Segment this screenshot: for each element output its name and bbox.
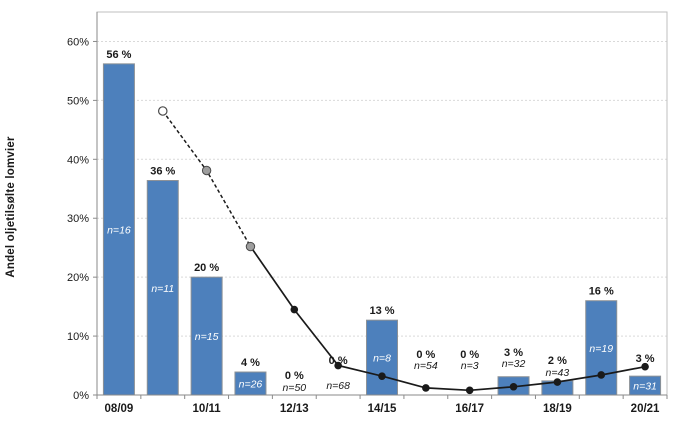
marker-black-circle	[509, 382, 518, 391]
y-axis-tick-label: 20%	[67, 272, 89, 284]
bar-value-label: 4 %	[241, 357, 260, 369]
y-axis-tick-label: 60%	[67, 36, 89, 48]
bar-n-label: n=19	[589, 343, 613, 355]
trend-line-solid	[249, 246, 646, 392]
bar-n-label: n=43	[546, 367, 570, 379]
marker-black-circle	[465, 386, 474, 395]
bar-value-label: 0 %	[416, 349, 435, 361]
bar-value-label: 16 %	[589, 286, 614, 298]
bar-value-label: 56 %	[106, 49, 131, 61]
bar-value-label: 20 %	[194, 262, 219, 274]
x-axis-tick-label: 14/15	[368, 403, 397, 415]
bar-value-label: 2 %	[548, 355, 567, 367]
y-axis-title: Andel oljetilsølte lomvier	[5, 136, 17, 278]
bar-10-11	[190, 276, 223, 396]
x-axis-tick-label: 10/11	[193, 403, 222, 415]
bar-value-label: 3 %	[636, 353, 655, 365]
marker-black-circle	[597, 371, 606, 379]
bar-n-label: n=8	[373, 353, 391, 365]
marker-black-circle	[553, 378, 562, 386]
bar-n-label: n=32	[502, 358, 526, 370]
bar-19-20	[585, 300, 618, 396]
x-axis-tick-label: 12/13	[280, 403, 309, 415]
bar-n-label: n=26	[239, 379, 263, 391]
bar-09-10	[146, 180, 179, 396]
x-axis-tick-label: 16/17	[455, 403, 484, 415]
bar-n-label: n=54	[414, 360, 438, 372]
y-axis-tick-label: 10%	[67, 331, 89, 343]
y-axis-tick-label: 30%	[67, 213, 89, 225]
y-axis-tick-label: 50%	[67, 95, 89, 107]
bar-n-label: n=15	[195, 331, 219, 343]
bar-n-label: n=3	[461, 360, 479, 372]
bar-n-label: n=31	[633, 381, 657, 393]
marker-black-circle	[290, 305, 299, 314]
bar-n-label: n=16	[107, 224, 131, 236]
x-axis-tick-label: 20/21	[631, 403, 660, 415]
x-axis-tick-label: 18/19	[543, 403, 572, 415]
bar-value-label: 36 %	[150, 166, 175, 178]
bar-n-label: n=68	[326, 380, 350, 392]
marker-black-circle	[334, 361, 342, 370]
bar-n-label: n=11	[151, 283, 174, 295]
marker-gray-circle	[201, 165, 212, 176]
marker-black-circle	[422, 384, 430, 392]
marker-open-circle	[157, 106, 168, 116]
marker-black-circle	[378, 372, 386, 380]
y-axis-tick-label: 40%	[67, 154, 89, 166]
marker-gray-circle	[245, 241, 256, 252]
bar-value-label: 0 %	[460, 349, 479, 361]
bar-value-label: 0 %	[329, 355, 348, 367]
bar-value-label: 13 %	[369, 305, 394, 317]
y-axis-tick-label: 0%	[73, 390, 89, 402]
bar-08-09	[102, 63, 135, 396]
marker-black-circle	[641, 362, 649, 371]
bar-value-label: 3 %	[504, 347, 523, 359]
x-axis-tick-label: 08/09	[105, 403, 134, 415]
bar-n-label: n=50	[282, 382, 306, 394]
bar-value-label: 0 %	[285, 370, 304, 382]
